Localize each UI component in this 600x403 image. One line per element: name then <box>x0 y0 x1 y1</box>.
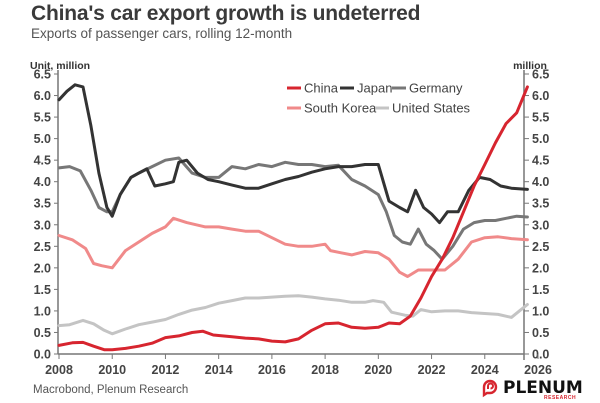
y-tick-label-right: 0.5 <box>532 326 549 340</box>
x-tick-label: 2014 <box>205 363 233 377</box>
plenum-logo: PLENUM RESEARCH <box>480 378 583 401</box>
y-tick-label-right: 6.5 <box>532 68 549 82</box>
y-tick-label-right: 6.0 <box>532 89 549 103</box>
x-tick-label: 2012 <box>152 363 180 377</box>
y-tick-label-left: 6.5 <box>34 68 51 82</box>
y-tick-label-right: 4.0 <box>532 175 549 189</box>
y-tick-label-right: 4.5 <box>532 154 549 168</box>
legend-label-south-korea: South Korea <box>304 101 377 116</box>
axes: 0.0 0.0 0.5 0.5 1.0 1.0 1.5 1.5 2.0 2.0 2.5 2.5 3.0 3… <box>30 60 552 377</box>
legend-label-germany: Germany <box>409 81 463 96</box>
y-tick-label-right: 0.0 <box>532 348 549 362</box>
y-axis-label-right: million <box>513 60 547 72</box>
y-tick-label-left: 2.5 <box>34 240 51 254</box>
y-tick-label-left: 5.5 <box>34 111 51 125</box>
legend-label-china: China <box>304 81 339 96</box>
source-note: Macrobond, Plenum Research <box>33 384 189 396</box>
y-tick-label-left: 2.0 <box>34 261 51 275</box>
y-axis-label-left: Unit, million <box>30 60 90 72</box>
y-tick-label-left: 6.0 <box>34 89 51 103</box>
series-line-japan <box>57 83 529 225</box>
y-tick-label-left: 5.0 <box>34 132 51 146</box>
y-tick-label-left: 0.0 <box>34 348 51 362</box>
y-tick-label-right: 2.5 <box>532 240 549 254</box>
y-tick-label-left: 3.5 <box>34 197 51 211</box>
series-line-south-korea <box>57 216 529 278</box>
x-tick-label: 2016 <box>258 363 286 377</box>
y-tick-label-right: 2.0 <box>532 261 549 275</box>
x-tick-label: 2008 <box>45 363 73 377</box>
logo-subtext: RESEARCH <box>544 395 577 401</box>
x-tick-label: 2020 <box>364 363 392 377</box>
y-tick-label-left: 1.0 <box>34 304 51 318</box>
x-tick-label: 2018 <box>311 363 339 377</box>
y-tick-label-right: 3.0 <box>532 218 549 232</box>
logo-text: PLENUM <box>503 378 583 398</box>
series-line-united-states <box>57 294 529 336</box>
y-tick-label-left: 4.0 <box>34 175 51 189</box>
y-tick-label-right: 5.0 <box>532 132 549 146</box>
x-tick-label: 2010 <box>98 363 126 377</box>
series-lines <box>57 83 529 352</box>
x-tick-label: 2024 <box>471 363 499 377</box>
legend-label-united-states: United States <box>392 101 471 116</box>
y-tick-label-left: 0.5 <box>34 326 51 340</box>
y-tick-label-right: 3.5 <box>532 197 549 211</box>
legend-label-japan: Japan <box>357 81 392 96</box>
series-line-china <box>57 85 529 352</box>
chart-title: China's car export growth is undeterred <box>31 2 421 25</box>
y-tick-label-left: 4.5 <box>34 154 51 168</box>
legend: China Japan Germany South Korea United State… <box>287 81 471 116</box>
chart-subtitle: Exports of passenger cars, rolling 12-mo… <box>31 26 293 41</box>
speech-bubble-icon <box>482 379 498 398</box>
y-tick-label-left: 3.0 <box>34 218 51 232</box>
y-tick-label-right: 1.0 <box>532 304 549 318</box>
x-tick-label: 2022 <box>418 363 446 377</box>
y-tick-label-right: 5.5 <box>532 111 549 125</box>
y-tick-label-left: 1.5 <box>34 283 51 297</box>
x-tick-label: 2026 <box>524 363 552 377</box>
y-tick-label-right: 1.5 <box>532 283 549 297</box>
